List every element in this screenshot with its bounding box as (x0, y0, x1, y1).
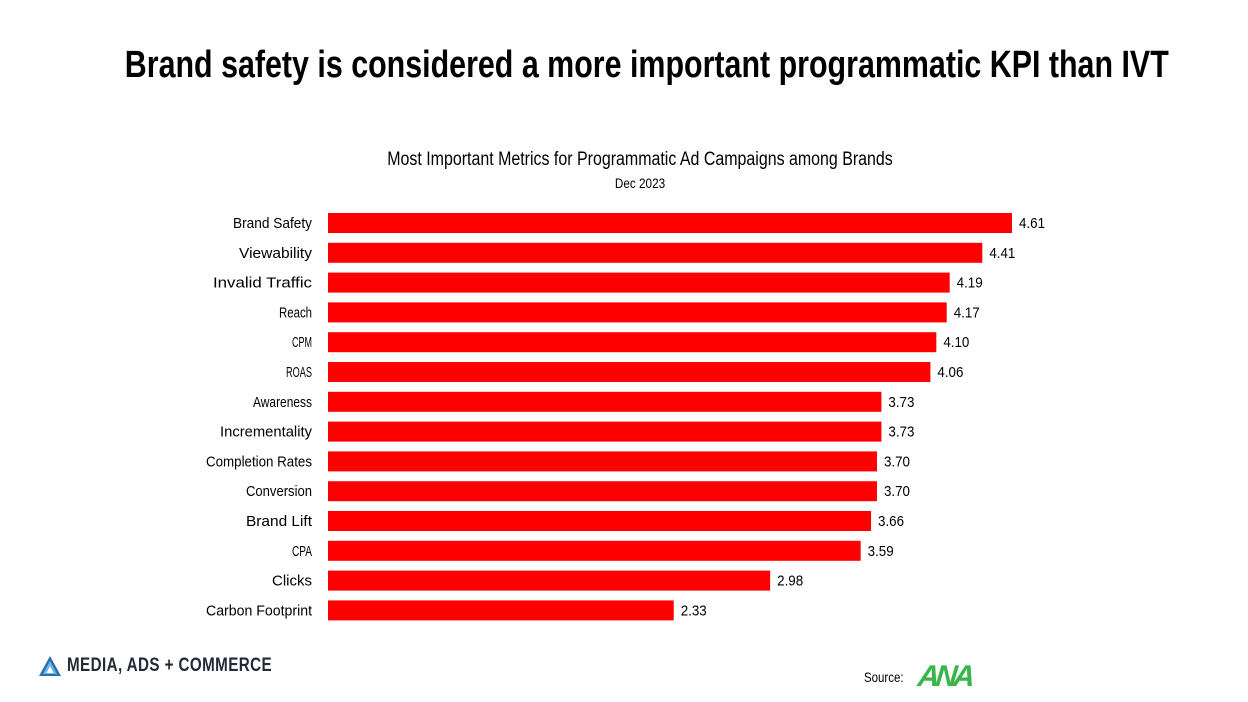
triangle-logo-icon (39, 656, 61, 676)
category-label: CPM (292, 334, 312, 351)
bar (328, 540, 861, 561)
category-label: Reach (279, 304, 312, 321)
bar (328, 272, 950, 293)
category-label: ROAS (286, 364, 312, 381)
bar (328, 332, 937, 353)
bar (328, 600, 674, 621)
bar (328, 391, 882, 412)
value-label: 4.41 (989, 245, 1015, 262)
brand-name: MEDIA, ADS + COMMERCE (67, 655, 273, 676)
category-label: Clicks (272, 573, 312, 590)
value-label: 3.73 (888, 424, 914, 441)
chart-title: Most Important Metrics for Programmatic … (387, 149, 893, 170)
value-label: 4.19 (957, 275, 983, 292)
category-label: Carbon Footprint (206, 602, 313, 619)
value-label: 4.61 (1019, 215, 1045, 232)
value-label: 3.73 (888, 394, 914, 411)
category-label: Awareness (253, 394, 312, 411)
category-label: Completion Rates (206, 453, 312, 470)
value-label: 3.59 (868, 543, 894, 560)
headline: Brand safety is considered a more import… (124, 44, 1169, 86)
bar (328, 570, 771, 591)
value-label: 2.33 (681, 602, 707, 619)
category-label: Viewability (239, 245, 313, 262)
value-label: 4.17 (954, 304, 980, 321)
ana-logo: ANA (916, 660, 973, 693)
bar (328, 362, 931, 382)
bar (328, 451, 877, 472)
category-label: Invalid Traffic (213, 275, 313, 292)
chart-subtitle: Dec 2023 (614, 175, 666, 191)
category-label: Conversion (246, 483, 312, 500)
value-label: 4.10 (943, 334, 969, 351)
bar (328, 481, 877, 502)
value-label: 3.70 (884, 483, 910, 500)
value-label: 2.98 (777, 573, 803, 590)
value-label: 3.70 (884, 453, 910, 470)
source-label: Source: (864, 669, 904, 685)
value-label: 3.66 (878, 513, 904, 530)
category-label: Brand Safety (233, 215, 312, 232)
bar (328, 302, 947, 323)
source-credit: Source: ANA (864, 660, 973, 694)
value-label: 4.06 (937, 364, 963, 381)
bar (328, 511, 872, 531)
bar (328, 421, 882, 442)
category-label: Brand Lift (246, 513, 313, 530)
category-label: CPA (292, 543, 312, 560)
brand-logo: MEDIA, ADS + COMMERCE (38, 654, 323, 678)
bar (328, 213, 1012, 233)
bar (328, 242, 983, 263)
category-label: Incrementality (220, 424, 312, 441)
